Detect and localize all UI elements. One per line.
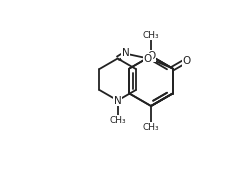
Text: N: N	[122, 48, 130, 58]
Text: CH₃: CH₃	[109, 116, 126, 125]
Text: O: O	[144, 53, 152, 63]
Text: CH₃: CH₃	[143, 30, 159, 39]
Text: O: O	[147, 51, 155, 61]
Text: O: O	[183, 56, 191, 66]
Text: N: N	[114, 95, 122, 106]
Text: CH₃: CH₃	[143, 122, 159, 131]
